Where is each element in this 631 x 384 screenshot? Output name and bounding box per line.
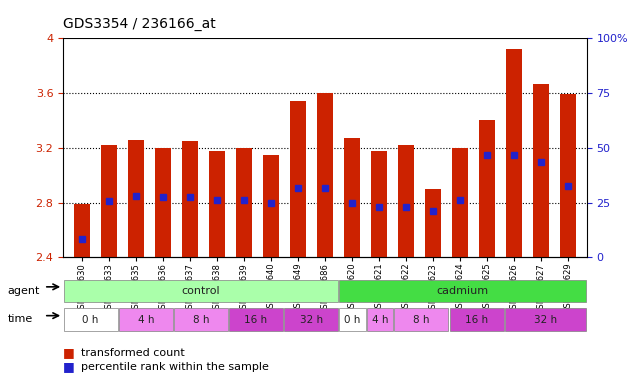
Text: 0 h: 0 h [345,314,361,325]
Text: 8 h: 8 h [192,314,209,325]
Bar [479,121,495,257]
Bar [64,280,338,302]
Bar [506,50,522,257]
Text: 32 h: 32 h [534,314,557,325]
Text: GDS3354 / 236166_at: GDS3354 / 236166_at [63,17,216,31]
Bar [317,93,333,257]
Bar [128,140,144,257]
Text: 8 h: 8 h [413,314,430,325]
Text: percentile rank within the sample: percentile rank within the sample [81,362,269,372]
Bar [560,94,576,257]
Bar [449,308,504,331]
Text: 0 h: 0 h [83,314,99,325]
Bar [236,148,252,257]
Text: time: time [8,314,33,324]
Text: 16 h: 16 h [244,314,268,325]
Bar [339,308,366,331]
Bar [425,189,441,257]
Bar [367,308,393,331]
Bar [344,138,360,257]
Text: cadmium: cadmium [437,286,489,296]
Bar [263,155,279,257]
Bar [398,145,414,257]
Bar [533,84,549,257]
Bar [64,308,117,331]
Text: control: control [182,286,220,296]
Bar [209,151,225,257]
Text: 4 h: 4 h [138,314,154,325]
Bar [452,148,468,257]
Text: 32 h: 32 h [300,314,322,325]
Bar [284,308,338,331]
Bar [101,145,117,257]
Bar [174,308,228,331]
Bar [182,141,198,257]
Bar [119,308,173,331]
Bar [74,204,90,257]
Text: 16 h: 16 h [465,314,488,325]
Text: 4 h: 4 h [372,314,388,325]
Text: agent: agent [8,286,40,296]
Bar [155,148,171,257]
Bar [371,151,387,257]
Bar [394,308,449,331]
Bar [505,308,586,331]
Text: ■: ■ [63,360,75,373]
Text: ■: ■ [63,346,75,359]
Bar [229,308,283,331]
Bar [339,280,586,302]
Text: transformed count: transformed count [81,348,184,358]
Bar [290,101,306,257]
